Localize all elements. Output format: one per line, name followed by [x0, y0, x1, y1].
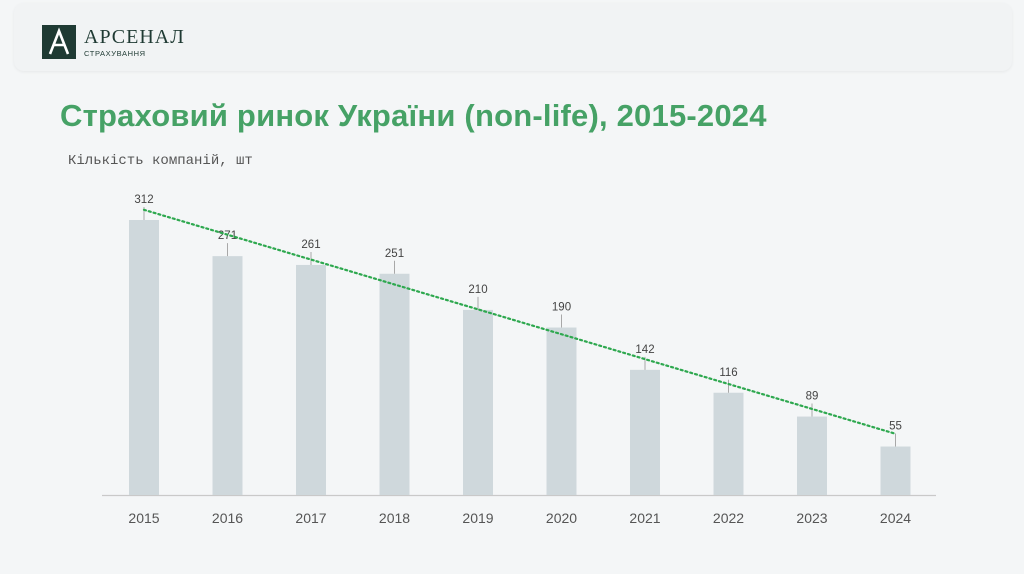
x-tick-label: 2019	[462, 510, 493, 526]
data-label: 190	[552, 302, 571, 314]
x-tick-label: 2018	[379, 510, 410, 526]
x-tick-label: 2020	[546, 510, 577, 526]
data-label: 89	[806, 391, 819, 403]
bar	[630, 369, 660, 495]
chart-subtitle: Кількість компаній, шт	[68, 153, 253, 169]
data-label: 116	[719, 367, 737, 379]
x-tick-label: 2024	[880, 510, 911, 526]
bar	[797, 416, 827, 495]
data-label: 55	[889, 421, 902, 433]
x-tick-label: 2021	[629, 510, 660, 526]
company-logo[interactable]: АРСЕНАЛ СТРАХУВАННЯ	[42, 24, 185, 60]
bar	[129, 220, 159, 495]
x-tick-label: 2022	[713, 510, 744, 526]
logo-mark	[42, 25, 76, 59]
x-tick-label: 2017	[295, 510, 326, 526]
data-label: 312	[134, 194, 153, 206]
logo-subtitle: СТРАХУВАННЯ	[84, 48, 146, 58]
header-band	[14, 3, 1012, 71]
logo-name: АРСЕНАЛ	[84, 25, 185, 48]
trendline	[142, 208, 897, 435]
data-label: 210	[468, 284, 487, 296]
bar	[296, 264, 326, 495]
bar	[713, 392, 744, 495]
data-label: 251	[385, 248, 404, 260]
bar	[212, 256, 243, 495]
x-tick-label: 2023	[796, 510, 827, 526]
bar	[546, 327, 577, 495]
x-tick-label: 2015	[128, 510, 159, 526]
logo-a-icon	[48, 27, 70, 55]
x-tick-label: 2016	[212, 510, 243, 526]
chart-title: Страховий ринок України (non-life), 2015…	[60, 98, 767, 133]
data-label: 261	[301, 239, 320, 251]
bar	[463, 309, 493, 495]
bar	[379, 273, 410, 495]
bar	[880, 446, 911, 495]
data-label: 142	[635, 344, 654, 356]
